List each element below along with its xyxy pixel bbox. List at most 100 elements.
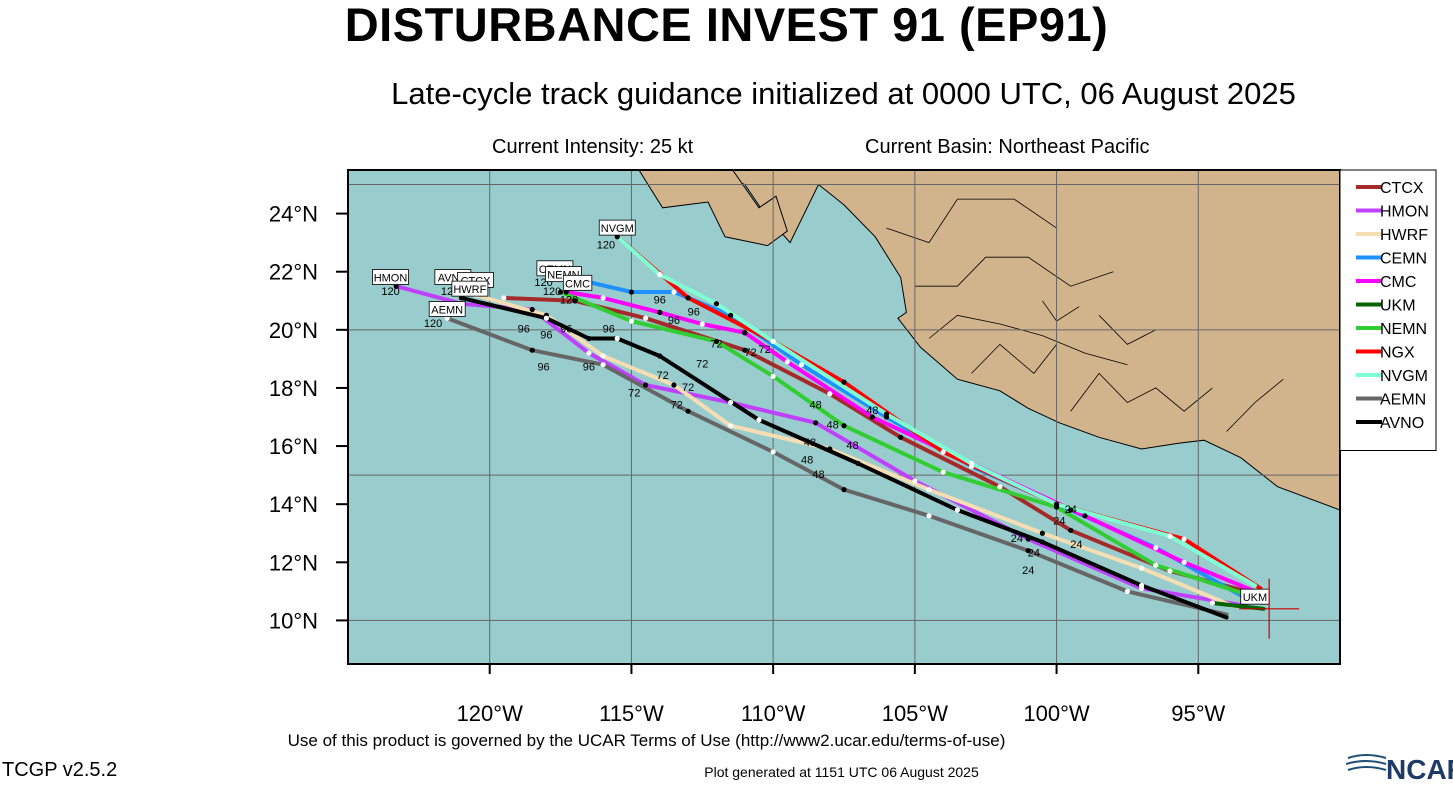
legend-label-aemn: AEMN	[1380, 392, 1426, 409]
lon-tick-label: 100°W	[1023, 701, 1090, 725]
track-point	[614, 234, 620, 240]
legend-label-ngx: NGX	[1380, 345, 1415, 362]
forecast-hour-label: 24	[1053, 516, 1065, 528]
track-point	[784, 359, 790, 365]
track-point	[600, 362, 606, 368]
track-point	[1025, 548, 1031, 554]
track-point	[798, 362, 805, 368]
track-point	[529, 306, 535, 313]
track-point	[501, 295, 507, 301]
track-point	[954, 507, 960, 513]
track-point	[813, 420, 819, 426]
forecast-hour-label: 72	[696, 359, 708, 371]
model-tag-box	[598, 219, 636, 236]
baja-california-landmass	[638, 170, 788, 247]
track-point	[1025, 536, 1031, 542]
forecast-hour-label: 96	[583, 362, 595, 374]
forecast-hour-label: 48	[810, 399, 822, 411]
lat-tick-label: 14°N	[269, 492, 318, 517]
forecast-hour-label: 120	[597, 239, 615, 251]
track-point	[997, 484, 1003, 490]
forecast-hour-label: 72	[656, 370, 668, 382]
current-position-marker	[1239, 578, 1300, 639]
model-tag-box	[372, 269, 409, 285]
track-point	[643, 315, 649, 321]
track-point	[742, 347, 748, 353]
chart-subtitle: Late-cycle track guidance initialized at…	[391, 76, 1296, 111]
legend-box	[1339, 169, 1437, 451]
track-ctcx	[501, 295, 1260, 597]
track-point	[1209, 600, 1216, 606]
track-point	[685, 295, 691, 301]
track-hwrf	[473, 293, 1235, 608]
lat-tick-label: 24°N	[269, 202, 318, 227]
legend-label-ctcx: CTCX	[1380, 180, 1424, 197]
track-point	[728, 312, 734, 318]
legend-label-avno: AVNO	[1380, 415, 1424, 432]
track-point	[841, 423, 847, 429]
track-map: 2424242424244848484848484872727272727272…	[269, 169, 1437, 725]
track-point	[393, 283, 399, 289]
track-point	[827, 391, 833, 397]
track-point	[926, 513, 932, 519]
track-point	[444, 315, 450, 321]
track-point	[841, 487, 847, 493]
track-point	[869, 414, 875, 420]
model-tag-box	[562, 274, 593, 291]
legend-label-cemn: CEMN	[1380, 251, 1427, 268]
forecast-hour-label: 96	[540, 330, 552, 342]
track-point	[557, 289, 564, 295]
track-point	[1139, 582, 1145, 589]
track-point	[628, 318, 635, 324]
lat-tick-label: 10°N	[269, 608, 318, 633]
state-border	[1070, 372, 1213, 412]
track-point	[685, 408, 691, 414]
track-point	[756, 417, 762, 423]
track-point	[968, 460, 975, 467]
track-point	[855, 460, 861, 467]
track-point	[841, 379, 847, 385]
legend-label-nvgm: NVGM	[1380, 368, 1428, 385]
legend-label-ukm: UKM	[1380, 298, 1416, 315]
forecast-hour-label: 24	[1065, 504, 1077, 516]
track-point	[713, 301, 720, 307]
model-tag-label: NVGM	[601, 223, 634, 235]
forecast-hour-label: 72	[628, 388, 640, 400]
track-point	[572, 298, 578, 304]
state-border	[914, 256, 1114, 287]
model-tag-label: UKM	[1243, 592, 1267, 604]
lon-tick-label: 110°W	[741, 701, 806, 725]
track-point	[1068, 527, 1074, 533]
model-tag-box	[451, 280, 489, 297]
track-point	[671, 382, 677, 388]
lon-tick-label: 95°W	[1171, 701, 1225, 725]
track-point	[742, 330, 748, 336]
model-name-tags: HMONAVNOCTCXHWRFAEMNCEMNNEMNCMCNVGMUKM	[372, 219, 1270, 605]
forecast-hour-label: 24	[1070, 539, 1082, 551]
state-border	[1098, 315, 1156, 345]
forecast-hour-label: 120	[424, 318, 442, 330]
track-point	[614, 335, 620, 342]
track-point	[1053, 501, 1060, 507]
track-point	[1167, 568, 1173, 574]
forecast-hour-label: 120	[543, 286, 561, 298]
state-border	[1226, 378, 1284, 432]
lon-tick-label: 105°W	[882, 701, 949, 725]
track-point	[940, 449, 946, 455]
forecast-hour-label: 96	[518, 324, 530, 336]
track-point	[671, 289, 677, 295]
ncar-logo-text: NCAR	[1386, 754, 1453, 785]
forecast-hour-label: 96	[654, 295, 666, 307]
model-tag-box	[428, 301, 466, 317]
model-tag-label: AEMN	[431, 304, 463, 316]
forecast-hour-label: 96	[537, 362, 549, 374]
legend-label-nemn: NEMN	[1380, 321, 1427, 338]
legend-label-hmon: HMON	[1380, 204, 1429, 221]
track-point	[1153, 545, 1159, 551]
model-tag-label: CMC	[565, 278, 590, 290]
track-point	[1039, 530, 1045, 536]
track-point	[458, 295, 464, 301]
forecast-hour-label: 72	[682, 382, 694, 394]
version-label: TCGP v2.5.2	[2, 759, 118, 781]
lat-tick-label: 16°N	[269, 434, 318, 459]
